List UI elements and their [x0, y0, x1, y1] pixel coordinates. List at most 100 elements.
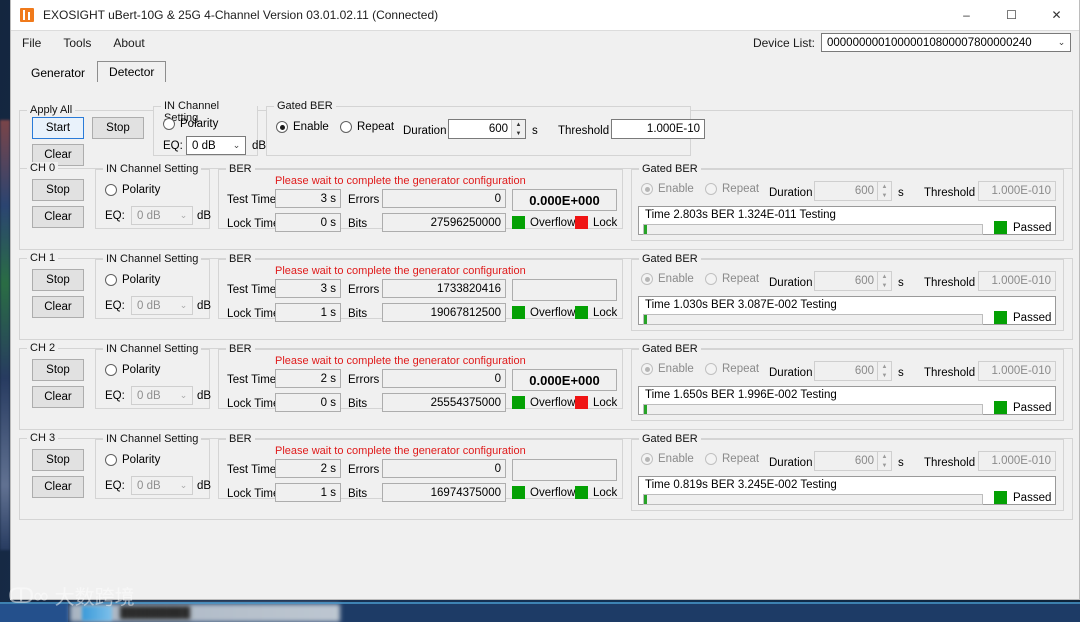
chevron-down-icon[interactable]: ⌄ — [179, 210, 188, 220]
gated-repeat-radio[interactable]: Repeat — [705, 183, 759, 195]
gated-enable-radio[interactable]: Enable — [641, 363, 694, 375]
clear-button[interactable]: Clear — [32, 296, 84, 318]
stop-button-all[interactable]: Stop — [92, 117, 144, 139]
maximize-button[interactable]: ☐ — [1006, 8, 1017, 22]
stop-button[interactable]: Stop — [32, 449, 84, 471]
taskbar-window-preview[interactable] — [70, 604, 340, 622]
ber-group: BER Please wait to complete the generator… — [218, 253, 623, 322]
eq-select[interactable]: 0 dB ⌄ — [131, 476, 193, 495]
radio-dot-icon — [641, 183, 653, 195]
gated-enable-radio-all[interactable]: Enable — [276, 121, 329, 133]
spinner-arrows[interactable]: ▲ ▼ — [877, 182, 891, 200]
menu-item-tools[interactable]: Tools — [63, 36, 92, 50]
gated-ber-group-label: Gated BER — [639, 433, 701, 445]
gated-repeat-radio[interactable]: Repeat — [705, 363, 759, 375]
radio-dot-icon — [641, 453, 653, 465]
spinner-up-icon[interactable]: ▲ — [881, 453, 888, 460]
radio-dot-icon — [105, 364, 117, 376]
gated-repeat-radio[interactable]: Repeat — [705, 453, 759, 465]
duration-spinner[interactable]: 600 ▲ ▼ — [814, 271, 892, 291]
close-button[interactable]: ✕ — [1051, 8, 1062, 22]
device-list-select[interactable]: 00000000010000010800007800000240 ⌄ — [821, 33, 1071, 52]
overflow-indicator: Overflow — [512, 486, 575, 499]
menu-item-about[interactable]: About — [113, 36, 145, 50]
duration-spinner-all[interactable]: 600 ▲ ▼ — [448, 119, 526, 139]
eq-select[interactable]: 0 dB ⌄ — [131, 296, 193, 315]
eq-select[interactable]: 0 dB ⌄ — [131, 206, 193, 225]
polarity-radio[interactable]: Polarity — [105, 184, 160, 196]
gated-progress-bar[interactable] — [643, 314, 983, 325]
gated-ber-group-label: Gated BER — [274, 100, 336, 112]
polarity-label: Polarity — [122, 274, 161, 286]
taskbar-app-thumbnail[interactable] — [82, 606, 112, 621]
window-controls: – ☐ ✕ — [944, 0, 1079, 30]
gated-enable-radio[interactable]: Enable — [641, 453, 694, 465]
spinner-arrows[interactable]: ▲ ▼ — [877, 272, 891, 290]
clear-button[interactable]: Clear — [32, 206, 84, 228]
spinner-down-icon[interactable]: ▼ — [881, 372, 888, 379]
threshold-input[interactable]: 1.000E-010 — [978, 451, 1056, 471]
passed-label: Passed — [1013, 401, 1052, 414]
eq-select-all[interactable]: 0 dB ⌄ — [186, 136, 246, 155]
test-time-label: Test Time — [227, 374, 277, 386]
spinner-arrows[interactable]: ▲ ▼ — [877, 452, 891, 470]
chevron-down-icon[interactable]: ⌄ — [232, 140, 241, 150]
start-button[interactable]: Start — [32, 117, 84, 139]
polarity-label: Polarity — [122, 454, 161, 466]
polarity-radio[interactable]: Polarity — [105, 454, 160, 466]
chevron-down-icon[interactable]: ⌄ — [1057, 37, 1066, 47]
generator-warning: Please wait to complete the generator co… — [275, 355, 526, 367]
spinner-down-icon[interactable]: ▼ — [881, 192, 888, 199]
clear-button[interactable]: Clear — [32, 386, 84, 408]
taskbar[interactable]: █████████ — [0, 604, 1080, 622]
threshold-input[interactable]: 1.000E-010 — [978, 361, 1056, 381]
minimize-button[interactable]: – — [963, 8, 970, 22]
tab-detector[interactable]: Detector — [97, 61, 167, 82]
gated-enable-radio[interactable]: Enable — [641, 273, 694, 285]
eq-select[interactable]: 0 dB ⌄ — [131, 386, 193, 405]
threshold-input-all[interactable]: 1.000E-10 — [611, 119, 705, 139]
duration-spinner[interactable]: 600 ▲ ▼ — [814, 361, 892, 381]
spinner-down-icon[interactable]: ▼ — [881, 462, 888, 469]
spinner-down-icon[interactable]: ▼ — [515, 130, 522, 137]
polarity-radio-all[interactable]: Polarity — [163, 118, 218, 130]
menu-item-file[interactable]: File — [22, 36, 42, 50]
spinner-down-icon[interactable]: ▼ — [881, 282, 888, 289]
passed-led-icon — [994, 491, 1007, 504]
clear-button[interactable]: Clear — [32, 476, 84, 498]
gated-status-text: Time 0.819s BER 3.245E-002 Testing — [645, 479, 837, 491]
polarity-radio[interactable]: Polarity — [105, 274, 160, 286]
chevron-down-icon[interactable]: ⌄ — [179, 480, 188, 490]
stop-button[interactable]: Stop — [32, 179, 84, 201]
duration-spinner[interactable]: 600 ▲ ▼ — [814, 181, 892, 201]
polarity-radio[interactable]: Polarity — [105, 364, 160, 376]
spinner-arrows[interactable]: ▲ ▼ — [511, 120, 525, 138]
gated-progress-bar[interactable] — [643, 404, 983, 415]
taskbar-start-region[interactable] — [0, 604, 68, 622]
gated-progress-fill — [644, 225, 648, 234]
gated-progress-fill — [644, 315, 648, 324]
duration-spinner[interactable]: 600 ▲ ▼ — [814, 451, 892, 471]
gated-progress-bar[interactable] — [643, 494, 983, 505]
chevron-down-icon[interactable]: ⌄ — [179, 300, 188, 310]
device-list-container: Device List: 000000000100000108000078000… — [753, 33, 1071, 52]
stop-button[interactable]: Stop — [32, 269, 84, 291]
spinner-up-icon[interactable]: ▲ — [515, 121, 522, 128]
stop-button[interactable]: Stop — [32, 359, 84, 381]
duration-value: 600 — [854, 185, 874, 197]
tab-generator[interactable]: Generator — [31, 66, 86, 80]
gated-enable-radio[interactable]: Enable — [641, 183, 694, 195]
chevron-down-icon[interactable]: ⌄ — [179, 390, 188, 400]
threshold-input[interactable]: 1.000E-010 — [978, 271, 1056, 291]
spinner-up-icon[interactable]: ▲ — [881, 273, 888, 280]
lock-time-value: 0 s — [275, 213, 341, 232]
gated-passed-indicator: Passed — [994, 401, 1051, 414]
gated-progress-bar[interactable] — [643, 224, 983, 235]
gated-repeat-radio[interactable]: Repeat — [705, 273, 759, 285]
spinner-up-icon[interactable]: ▲ — [881, 183, 888, 190]
generator-warning: Please wait to complete the generator co… — [275, 445, 526, 457]
spinner-arrows[interactable]: ▲ ▼ — [877, 362, 891, 380]
spinner-up-icon[interactable]: ▲ — [881, 363, 888, 370]
threshold-input[interactable]: 1.000E-010 — [978, 181, 1056, 201]
gated-repeat-radio-all[interactable]: Repeat — [340, 121, 394, 133]
